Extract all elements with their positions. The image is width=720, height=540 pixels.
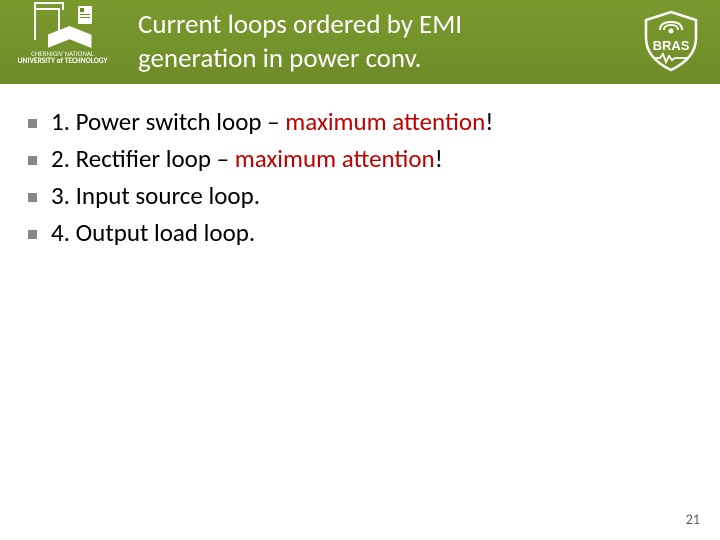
bullet-icon bbox=[28, 156, 37, 165]
list-item-text: 2. Rectifier loop – maximum attention! bbox=[51, 143, 443, 174]
bullet-icon bbox=[28, 193, 37, 202]
page-number: 21 bbox=[686, 511, 700, 528]
highlight-text: maximum attention bbox=[285, 106, 485, 137]
slide-content: 1. Power switch loop – maximum attention… bbox=[0, 84, 720, 248]
list-item-text: 1. Power switch loop – maximum attention… bbox=[51, 106, 493, 137]
highlight-text: maximum attention bbox=[235, 143, 435, 174]
bras-logo: BRAS bbox=[640, 10, 702, 72]
list-item: 1. Power switch loop – maximum attention… bbox=[28, 106, 692, 137]
bullet-icon bbox=[28, 119, 37, 128]
university-logo: CHERNIGIV NATIONAL UNIVERSITY of TECHNOL… bbox=[10, 6, 115, 76]
slide-title: Current loops ordered by EMI generation … bbox=[138, 8, 578, 76]
university-logo-text: CHERNIGIV NATIONAL UNIVERSITY of TECHNOL… bbox=[18, 50, 108, 66]
bras-text: BRAS bbox=[653, 38, 690, 53]
list-item-text: 4. Output load loop. bbox=[51, 217, 255, 248]
list-item-text: 3. Input source loop. bbox=[51, 180, 260, 211]
list-item: 3. Input source loop. bbox=[28, 180, 692, 211]
university-name-line2: UNIVERSITY of TECHNOLOGY bbox=[18, 58, 108, 66]
list-item: 2. Rectifier loop – maximum attention! bbox=[28, 143, 692, 174]
bullet-icon bbox=[28, 230, 37, 239]
slide-header: CHERNIGIV NATIONAL UNIVERSITY of TECHNOL… bbox=[0, 0, 720, 84]
shield-icon: BRAS bbox=[640, 10, 702, 72]
university-logo-icon bbox=[32, 6, 94, 48]
list-item: 4. Output load loop. bbox=[28, 217, 692, 248]
